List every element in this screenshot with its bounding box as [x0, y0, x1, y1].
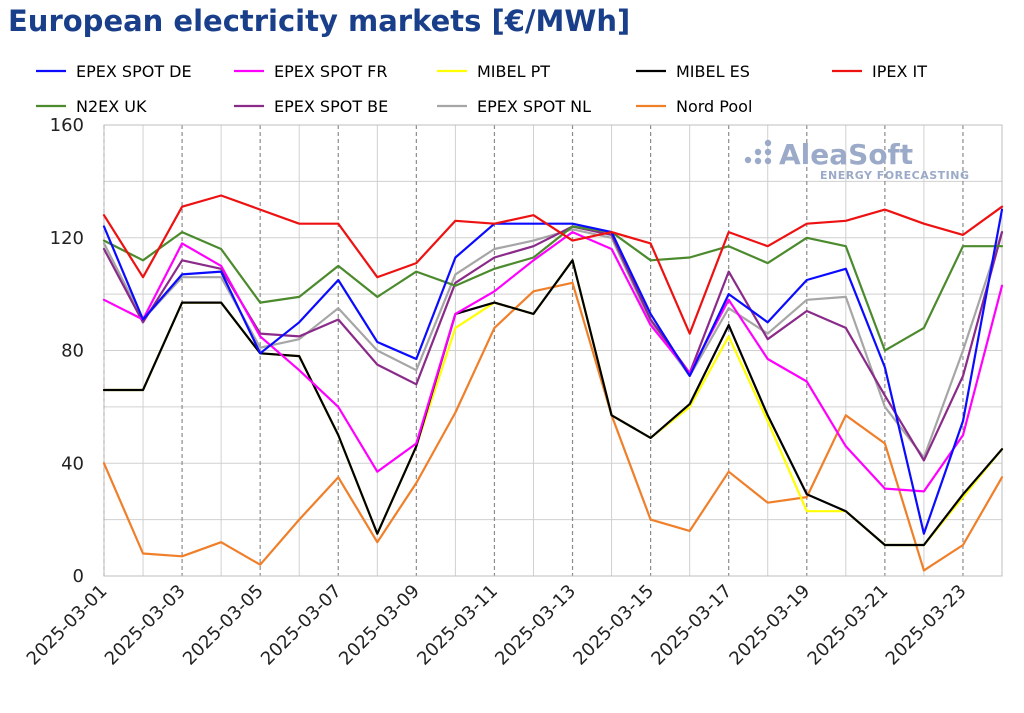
x-tick-label: 2025-03-19: [725, 581, 814, 670]
x-tick-label: 2025-03-11: [413, 581, 502, 670]
logo-dot: [764, 139, 772, 147]
chart-title: European electricity markets [€/MWh]: [8, 4, 631, 38]
series-line-ipex-it: [102, 194, 1004, 335]
logo-dot: [754, 157, 762, 165]
legend-label: Nord Pool: [676, 97, 752, 116]
aleasoft-logo: AleaSoft ENERGY FORECASTING: [744, 138, 969, 182]
logo-main-text: AleaSoft: [779, 138, 913, 171]
y-tick-label: 40: [61, 453, 84, 474]
series-line-epex-spot-nl: [102, 228, 1004, 459]
logo-dot: [764, 148, 772, 156]
x-tick-label: 2025-03-15: [569, 581, 658, 670]
x-tick-label: 2025-03-17: [647, 581, 736, 670]
x-tick-label: 2025-03-09: [335, 581, 424, 670]
legend: EPEX SPOT DE EPEX SPOT FR MIBEL PT MIBEL ES…: [36, 62, 927, 116]
x-tick-label: 2025-03-21: [804, 581, 893, 670]
x-tick-label: 2025-03-01: [23, 581, 112, 670]
x-tick-label: 2025-03-23: [882, 581, 971, 670]
x-tick-label: 2025-03-07: [257, 581, 346, 670]
logo-dot: [764, 157, 772, 165]
legend-label: EPEX SPOT DE: [76, 62, 192, 81]
logo-sub-text: ENERGY FORECASTING: [820, 169, 969, 182]
logo-dot: [744, 156, 752, 164]
series-line-epex-spot-fr: [102, 231, 1004, 493]
series-line-epex-spot-de: [102, 208, 1004, 535]
y-tick-label: 80: [61, 341, 84, 362]
legend-label: MIBEL ES: [676, 62, 750, 81]
legend-label: EPEX SPOT FR: [274, 62, 388, 81]
legend-label: EPEX SPOT BE: [274, 97, 388, 116]
x-tick-label: 2025-03-13: [491, 581, 580, 670]
x-tick-label: 2025-03-03: [101, 581, 190, 670]
x-tick-label: 2025-03-05: [179, 581, 268, 670]
y-tick-label: 120: [50, 228, 84, 249]
legend-label: IPEX IT: [872, 62, 927, 81]
y-tick-label: 0: [73, 566, 84, 587]
series-line-epex-spot-be: [102, 225, 1004, 462]
y-tick-label: 160: [50, 115, 84, 136]
grid: [103, 124, 1003, 577]
series-line-n2ex-uk: [102, 225, 1004, 352]
legend-label: MIBEL PT: [477, 62, 550, 81]
legend-label: EPEX SPOT NL: [477, 97, 591, 116]
legend-label: N2EX UK: [76, 97, 147, 116]
plot-border: [103, 124, 1003, 577]
axes: 040801201602025-03-012025-03-032025-03-0…: [23, 115, 971, 670]
logo-dot: [754, 148, 762, 156]
series-lines: [102, 194, 1004, 572]
series-line-mibel-es: [102, 259, 1004, 547]
